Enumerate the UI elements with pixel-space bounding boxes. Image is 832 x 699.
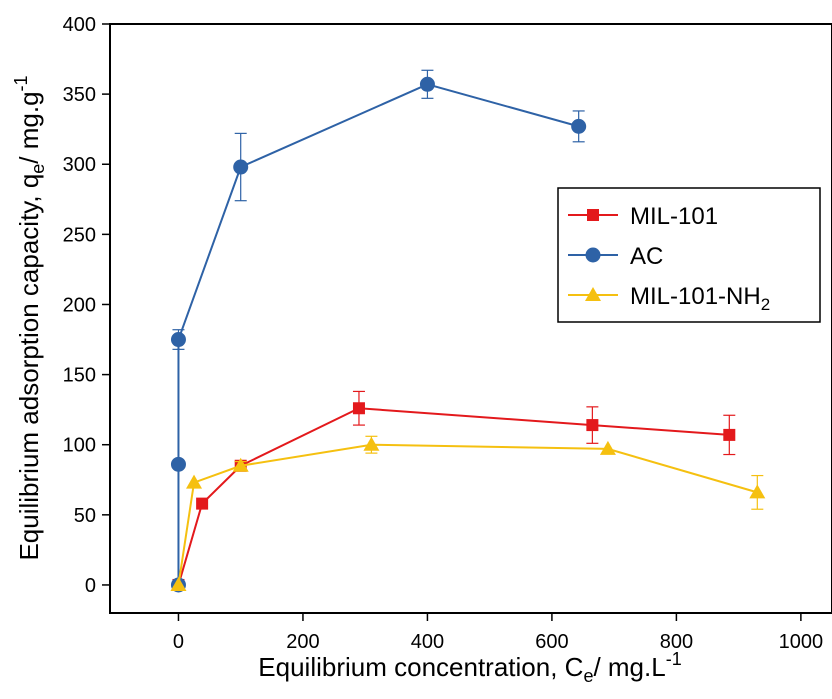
x-tick-label: 0 xyxy=(173,631,184,653)
legend-marker xyxy=(587,209,599,221)
y-tick-label: 0 xyxy=(85,575,96,597)
data-point xyxy=(352,402,365,415)
series-line xyxy=(177,407,730,586)
y-tick-label: 50 xyxy=(74,505,96,527)
data-point xyxy=(586,419,599,432)
legend-marker xyxy=(585,247,601,263)
y-axis-label: Equilibrium adsorption capacity, qe/ mg.… xyxy=(11,75,48,560)
legend-label: MIL-101-NH2 xyxy=(630,283,770,314)
series-0 xyxy=(172,390,736,591)
y-tick-label: 100 xyxy=(63,435,96,457)
axis-ticks: 0 200 400 600 800 1000 0 50 100 150 200 250 300 350 40… xyxy=(63,14,824,653)
x-tick-label: 600 xyxy=(535,631,568,653)
x-tick-label: 200 xyxy=(286,631,319,653)
plot-frame xyxy=(109,23,832,614)
data-point xyxy=(749,484,766,499)
data-point xyxy=(170,332,186,348)
legend-marker xyxy=(585,287,601,301)
data-point xyxy=(571,118,587,134)
data-point xyxy=(186,474,203,489)
y-tick-label: 300 xyxy=(63,154,96,176)
series-line xyxy=(177,83,579,585)
data-point xyxy=(233,159,249,175)
x-tick-label: 800 xyxy=(660,631,693,653)
x-tick-label: 400 xyxy=(411,631,444,653)
series-1 xyxy=(170,69,587,593)
y-tick-label: 200 xyxy=(63,294,96,316)
series-line xyxy=(177,443,758,586)
legend-label: MIL-101 xyxy=(630,203,718,230)
y-tick-label: 250 xyxy=(63,224,96,246)
data-point xyxy=(363,436,380,451)
y-tick-label: 400 xyxy=(63,14,96,36)
y-tick-label: 350 xyxy=(63,84,96,106)
x-axis-label: Equilibrium concentration, Ce/ mg.L-1 xyxy=(258,649,681,686)
data-point xyxy=(723,428,736,441)
series-2 xyxy=(170,435,766,591)
y-tick-label: 150 xyxy=(63,365,96,387)
data-point xyxy=(170,456,186,472)
data-point xyxy=(419,76,435,92)
legend: MIL-101 AC MIL-101-NH2 xyxy=(557,187,821,323)
legend-label: AC xyxy=(630,243,663,270)
x-tick-label: 1000 xyxy=(779,631,824,653)
data-point xyxy=(599,440,616,455)
series-layer xyxy=(170,69,766,593)
data-point xyxy=(196,497,209,510)
data-point xyxy=(232,457,249,472)
data-point xyxy=(170,576,187,591)
